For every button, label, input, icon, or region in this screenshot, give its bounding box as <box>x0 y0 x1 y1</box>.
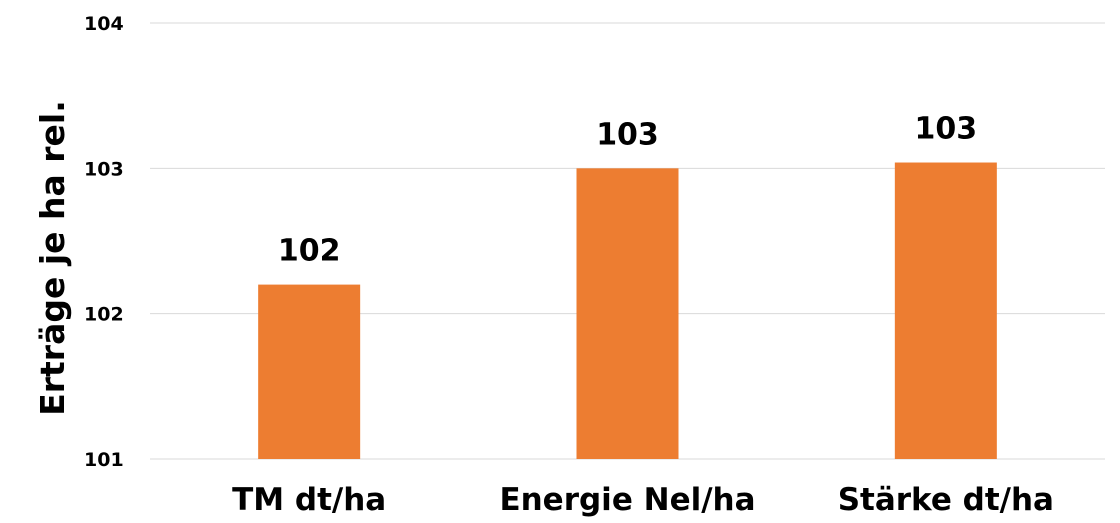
data-label: 102 <box>278 234 341 269</box>
bars <box>258 162 997 460</box>
y-tick-label: 103 <box>84 158 124 180</box>
bar <box>894 162 997 459</box>
data-label: 103 <box>915 112 978 147</box>
y-tick-label: 101 <box>84 449 124 471</box>
y-tick-label: 102 <box>84 304 124 326</box>
data-labels: 102 103 103 <box>278 112 977 269</box>
data-label: 103 <box>596 117 659 152</box>
y-axis-ticks: 101 102 103 104 <box>84 13 124 471</box>
x-axis-ticks: TM dt/ha Energie Nel/ha Stärke dt/ha <box>232 482 1054 518</box>
bar <box>258 284 361 459</box>
x-tick-label: TM dt/ha <box>232 482 386 518</box>
bar <box>576 168 679 460</box>
x-tick-label: Energie Nel/ha <box>499 482 755 518</box>
x-tick-label: Stärke dt/ha <box>838 482 1054 518</box>
y-axis-title: Erträge je ha rel. <box>33 100 72 416</box>
y-tick-label: 104 <box>84 13 124 35</box>
